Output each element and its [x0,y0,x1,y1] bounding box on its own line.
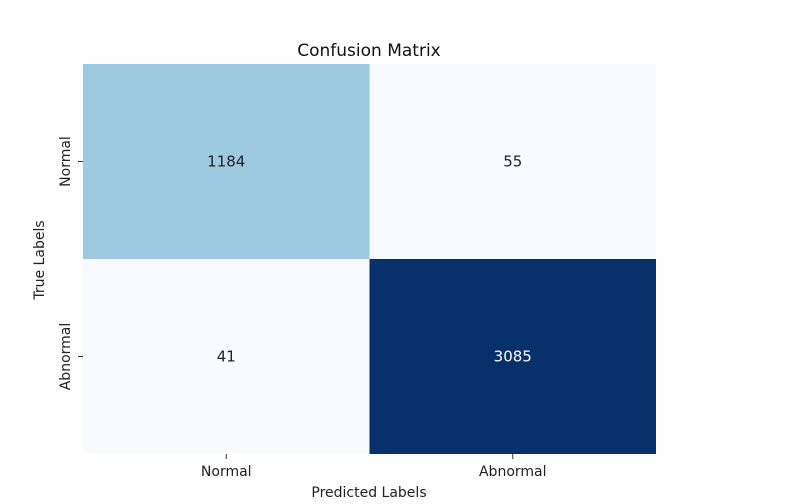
heatmap-cell-0-1 [369,64,656,259]
heatmap-cell-0-0 [83,64,370,259]
x-axis-label: Predicted Labels [311,485,426,501]
x-tick-label-0: Normal [201,464,252,480]
y-axis-label: True Labels [32,220,48,300]
axis-ticks: Normal Abnormal Normal Abnormal [58,136,547,480]
cell-value-label-0-1: 55 [503,153,522,171]
heatmap-cell-1-0 [83,259,370,454]
cell-value-label-1-1: 3085 [494,348,532,366]
cell-value-label-1-0: 41 [217,348,236,366]
cell-value-label-0-0: 1184 [207,153,245,171]
x-tick-label-1: Abnormal [479,464,547,480]
chart-title: Confusion Matrix [297,41,441,61]
heatmap-cells: 1184 55 41 3085 [83,64,656,454]
heatmap-cell-1-1 [369,259,656,454]
y-tick-label-1: Abnormal [58,323,74,391]
y-tick-label-0: Normal [58,136,74,187]
